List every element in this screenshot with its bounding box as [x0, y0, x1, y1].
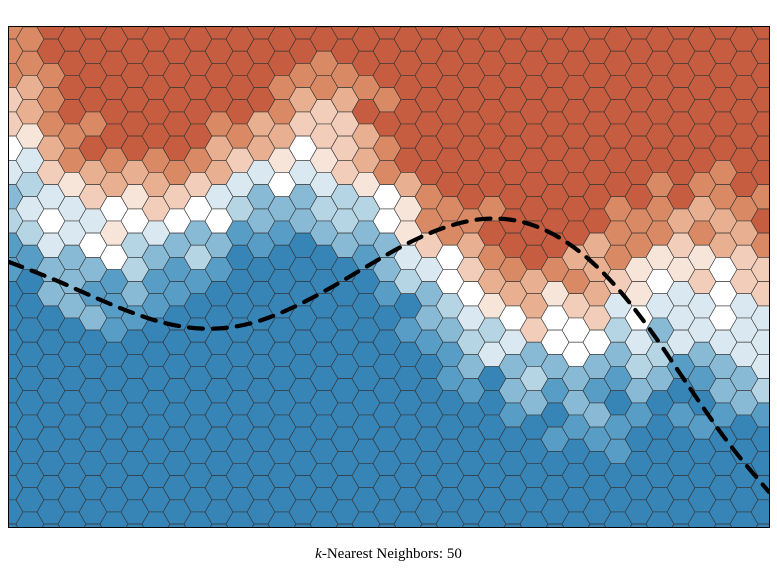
figure-wrapper: k-Nearest Neighbors: 50	[8, 26, 770, 563]
hexbin-svg	[9, 27, 769, 527]
hexbin-plot	[8, 26, 770, 528]
caption-k: k	[315, 546, 322, 562]
caption-text: -Nearest Neighbors:	[322, 546, 447, 562]
caption: k-Nearest Neighbors: 50	[315, 546, 462, 563]
caption-value: 50	[447, 546, 462, 562]
